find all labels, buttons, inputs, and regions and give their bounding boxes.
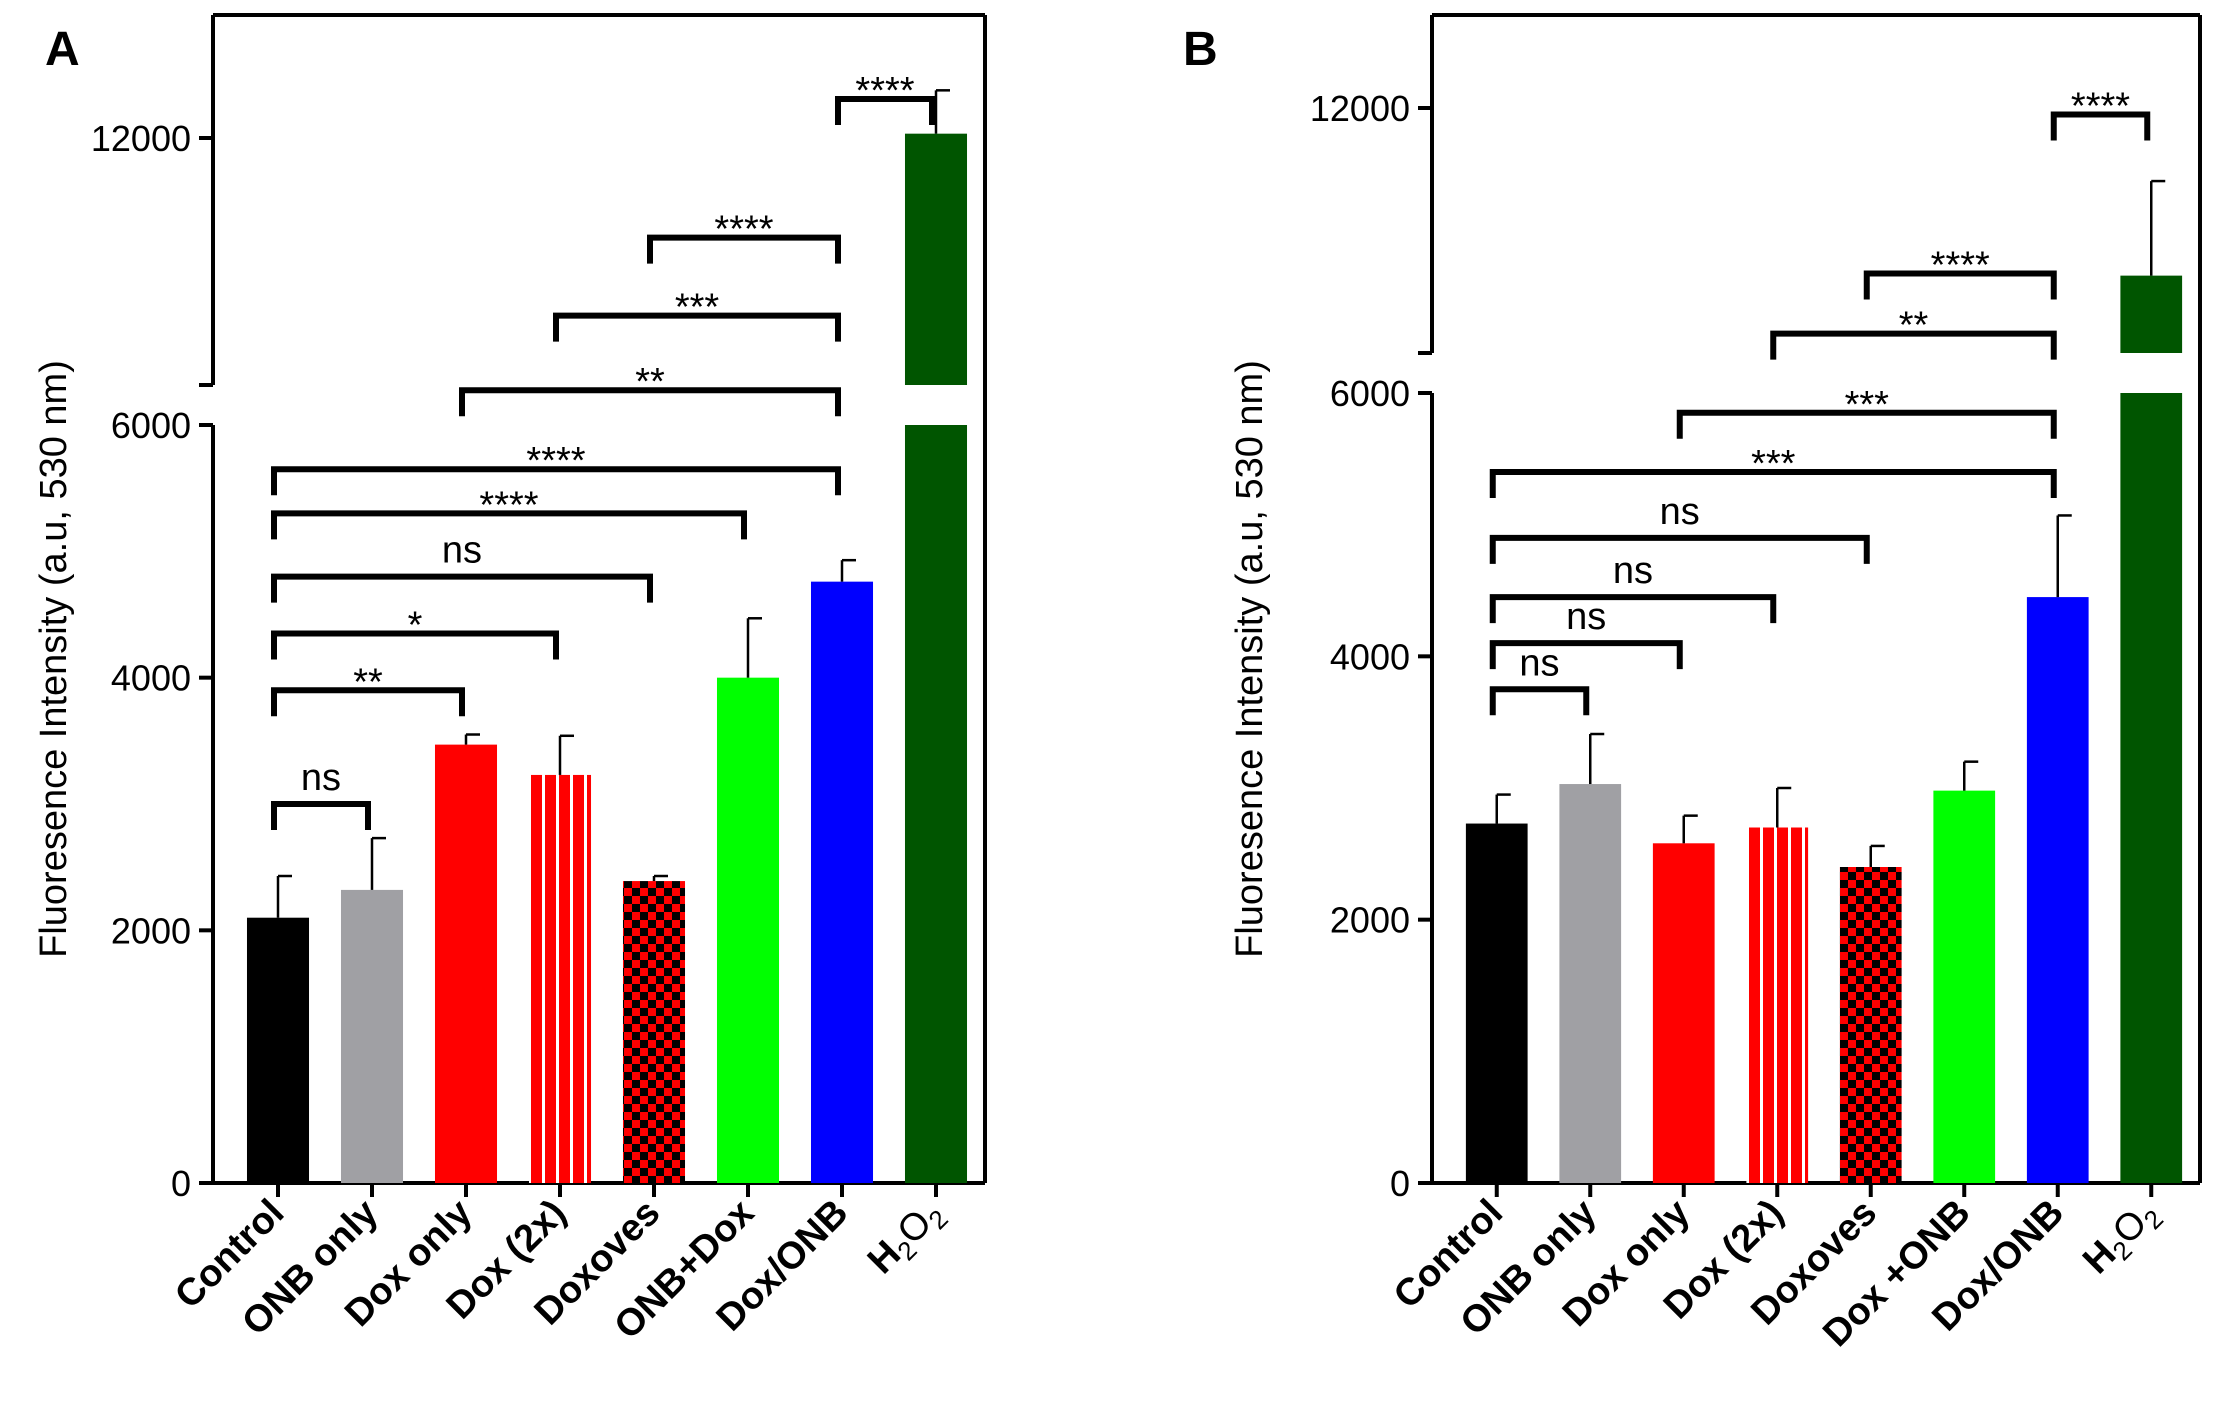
significance-label: ** [353,661,383,703]
significance-bracket [2050,111,2151,141]
significance-bracket [1489,594,1777,624]
y-tick-label: 4000 [111,658,191,699]
significance-bracket [1489,640,1683,670]
significance-bracket [271,510,747,540]
bar-2 [1652,843,1715,1183]
significance-label: **** [2071,85,2130,127]
significance-label: ** [1899,305,1929,347]
bar-7-upper [2120,275,2183,353]
y-tick-label: 12000 [91,118,191,159]
bar-7-upper [904,133,968,385]
significance-label: **** [479,484,538,526]
significance-bracket [459,387,841,417]
significance-bracket [1489,686,1590,716]
significance-bracket [647,234,841,264]
bar-4 [622,881,686,1183]
y-tick-label: 4000 [1330,636,1410,677]
significance-bracket [1770,330,2057,360]
panel-label-B: B [1183,23,1218,76]
significance-label: ns [1660,491,1700,533]
bar-3 [1746,827,1809,1183]
significance-label: *** [1845,384,1890,426]
significance-bracket [271,687,465,717]
x-category-label: H2O2 [860,1192,954,1286]
bar-3 [528,774,592,1183]
significance-bracket [271,573,653,603]
significance-label: ** [635,361,665,403]
panel-label-A: A [45,23,80,76]
significance-label: ns [301,757,341,799]
significance-bracket [1489,534,1870,564]
bar-6 [2026,597,2089,1183]
significance-label: *** [1751,443,1796,485]
significance-bracket [271,801,371,830]
bar-1 [340,889,404,1183]
y-tick-label: 6000 [111,405,191,446]
significance-label: *** [675,287,720,329]
bar-6 [810,581,874,1183]
significance-bracket [271,466,841,496]
significance-label: **** [855,70,914,112]
y-tick-label: 2000 [111,910,191,951]
bar-5 [1933,790,1996,1183]
panel-b-chart: B 0 2000 4000 6000 12000 Fluoresence Intensity… [1183,13,2202,1355]
bar-1 [1559,784,1622,1183]
bar-0 [1465,823,1528,1183]
y-tick-label: 12000 [1310,88,1410,129]
significance-label: **** [526,440,585,482]
bar-7-lower [2120,393,2183,1183]
bar-0 [246,917,310,1183]
bar-7-lower [904,425,968,1183]
y-axis-title: Fluoresence Intensity (a.u, 530 nm) [33,360,75,958]
significance-label: ns [1566,596,1606,638]
significance-label: ns [442,530,482,572]
panel-a-chart: A 0 2000 4000 6000 12000 Fluoresence Intensity… [33,13,987,1348]
significance-label: **** [1931,244,1990,286]
bar-2 [434,744,498,1183]
x-category-label: H2O2 [2075,1192,2169,1286]
bar-5 [716,677,780,1183]
significance-bracket [1863,270,2057,300]
y-axis-title: Fluoresence Intensity (a.u, 530 nm) [1229,360,1271,958]
y-tick-label: 0 [171,1163,191,1204]
significance-bracket [553,312,841,342]
y-tick-label: 6000 [1330,373,1410,414]
significance-bracket [1676,409,2057,439]
significance-bracket [835,96,935,125]
significance-label: * [408,604,423,646]
significance-bracket [1489,469,2057,498]
bar-4 [1839,867,1902,1183]
significance-bracket [271,630,559,660]
y-tick-label: 0 [1390,1163,1410,1204]
significance-label: **** [714,209,773,251]
y-tick-label: 2000 [1330,900,1410,941]
significance-label: ns [1613,550,1653,592]
significance-label: ns [1519,642,1559,684]
